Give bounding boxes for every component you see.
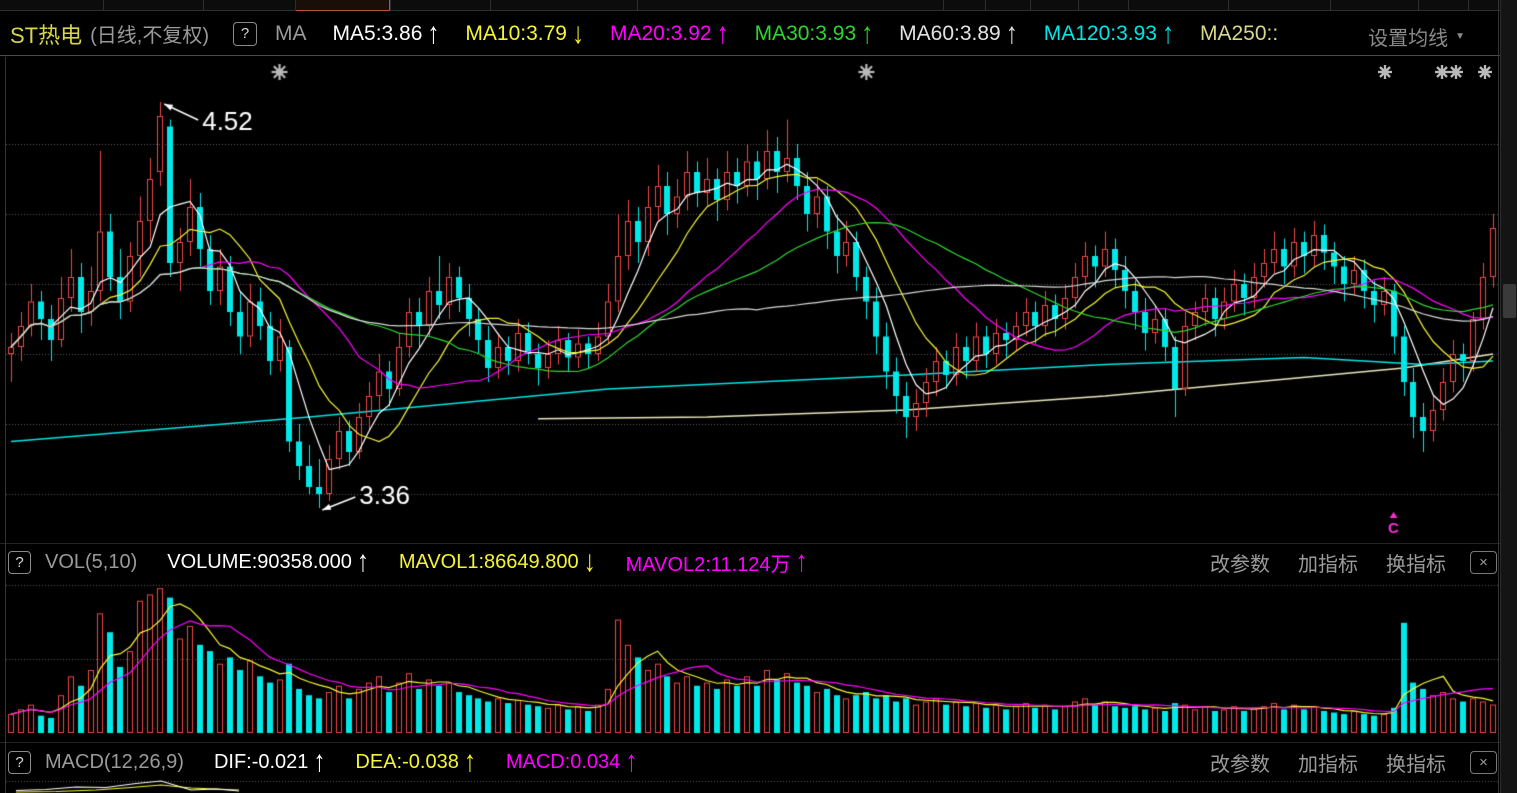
main-chart-legend-bar: ST热电 (日线,不复权) ? MA MA5:3.86 ↑ MA10:3.79 ↓ …	[0, 12, 1517, 56]
dea-trend-up-arrow-icon: ↑	[463, 744, 476, 779]
ma10-trend-down-arrow-icon: ↓	[571, 16, 584, 50]
change-params-button[interactable]: 改参数	[1210, 753, 1270, 776]
macd-indicator-title[interactable]: MACD(12,26,9)	[45, 750, 184, 773]
ma120-legend-value: MA120:3.93	[1043, 21, 1157, 45]
switch-indicator-button[interactable]: 换指标	[1386, 553, 1446, 576]
help-icon[interactable]: ?	[233, 21, 258, 46]
macd-chart[interactable]	[6, 776, 1498, 793]
ma60-trend-up-arrow-icon: ↑	[1005, 16, 1018, 50]
switch-indicator-button[interactable]: 换指标	[1386, 753, 1446, 776]
macd-panel-header: ? MACD(12,26,9) DIF:-0.021 ↑ DEA:-0.038 ↑ …	[6, 745, 1497, 779]
mavol2-trend-up-arrow-icon: ↑	[795, 544, 808, 579]
chart-left-border	[5, 57, 6, 793]
macd-value: MACD:0.034	[505, 750, 621, 773]
add-indicator-button[interactable]: 加指标	[1298, 553, 1358, 576]
tab-divider	[203, 0, 204, 11]
tab-divider	[390, 0, 391, 11]
chart-tool-gear-icon[interactable]	[1377, 64, 1393, 80]
tab-divider	[1128, 0, 1129, 11]
chart-tool-gear-icon[interactable]	[1477, 64, 1493, 80]
mavol1-trend-down-arrow-icon: ↓	[583, 544, 596, 579]
chart-tool-gear-icon[interactable]	[1434, 64, 1450, 80]
ma-settings-label: 设置均线	[1368, 28, 1449, 50]
ma10-legend-value: MA10:3.79	[465, 21, 567, 45]
add-indicator-button[interactable]: 加指标	[1298, 753, 1358, 776]
dea-value: DEA:-0.038	[355, 750, 459, 773]
ma120-trend-up-arrow-icon: ↑	[1161, 16, 1174, 50]
ma20-legend-value: MA20:3.92	[609, 21, 712, 45]
tab-divider	[637, 0, 638, 11]
dif-trend-up-arrow-icon: ↑	[313, 744, 326, 779]
close-panel-icon[interactable]: ×	[1470, 550, 1497, 574]
tab-divider	[985, 0, 986, 11]
tab-divider	[490, 0, 491, 11]
tab-divider	[1078, 0, 1079, 11]
volume-value: VOLUME:90358.000	[167, 550, 352, 573]
dif-value: DIF:-0.021	[213, 750, 309, 773]
ma5-trend-up-arrow-icon: ↑	[427, 16, 440, 50]
ma-settings-button[interactable]: 设置均线 ▼	[1364, 22, 1465, 51]
tab-divider	[1468, 0, 1469, 11]
pane-divider	[0, 543, 1500, 544]
vertical-scrollbar-thumb[interactable]	[1503, 284, 1516, 318]
ma30-legend-value: MA30:3.93	[754, 21, 857, 45]
active-tab[interactable]	[295, 0, 390, 11]
vertical-scrollbar-track[interactable]	[1500, 0, 1517, 793]
volume-panel-header: ? VOL(5,10) VOLUME:90358.000 ↑ MAVOL1:866…	[6, 545, 1497, 579]
close-panel-icon[interactable]: ×	[1470, 750, 1497, 774]
ma5-legend-value: MA5:3.86	[332, 21, 423, 45]
stock-name: ST热电	[10, 22, 83, 48]
mavol2-value: MAVOL2:11.124万	[625, 553, 791, 576]
volume-trend-up-arrow-icon: ↑	[356, 544, 369, 579]
chart-tool-gear-icon[interactable]	[1448, 64, 1464, 80]
tab-divider	[943, 0, 944, 11]
change-params-button[interactable]: 改参数	[1210, 553, 1270, 576]
top-tab-strip[interactable]	[0, 0, 1517, 11]
help-icon[interactable]: ?	[8, 750, 31, 774]
main-candlestick-chart[interactable]	[6, 57, 1498, 541]
tab-divider	[1418, 0, 1419, 11]
ma250-legend-value: MA250::	[1199, 21, 1279, 45]
tab-divider	[103, 0, 104, 11]
mavol1-value: MAVOL1:86649.800	[398, 550, 579, 573]
tab-divider	[295, 0, 296, 11]
macd-trend-up-arrow-icon: ↑	[625, 744, 638, 779]
chart-right-border	[1498, 0, 1499, 793]
tab-divider	[1228, 0, 1229, 11]
indicator-name-label: MA	[275, 21, 307, 45]
tab-divider	[1030, 0, 1031, 11]
pane-divider	[0, 742, 1500, 743]
help-icon[interactable]: ?	[8, 550, 31, 574]
ma20-trend-up-arrow-icon: ↑	[716, 16, 729, 50]
dropdown-caret-icon: ▼	[1455, 31, 1465, 42]
ma60-legend-value: MA60:3.89	[899, 21, 1001, 45]
volume-bar-chart[interactable]	[6, 580, 1498, 741]
chart-mode-label: (日线,不复权)	[90, 25, 210, 47]
tab-divider	[1330, 0, 1331, 11]
volume-indicator-title[interactable]: VOL(5,10)	[45, 550, 138, 573]
ma30-trend-up-arrow-icon: ↑	[861, 16, 874, 50]
